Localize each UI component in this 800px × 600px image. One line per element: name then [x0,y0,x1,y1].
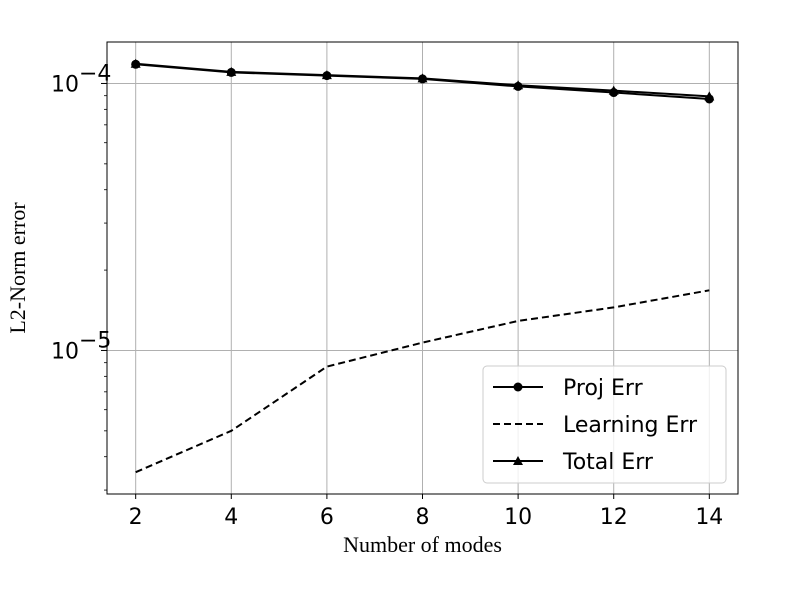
series-group [130,58,715,474]
data-point [226,66,237,76]
x-axis-label: Number of modes [343,532,502,557]
legend-marker [513,456,523,465]
y-tick-exponent: −5 [79,328,111,353]
series-total-err [130,58,715,101]
y-tick-label: 10 [51,72,79,97]
legend-label: Learning Err [563,413,698,438]
data-point [130,58,141,68]
y-tick-label: 10 [51,339,79,364]
legend-item: Total Err [493,450,654,475]
x-tick-label: 6 [320,505,334,530]
legend-label: Total Err [562,450,654,475]
data-point [513,80,524,90]
legend-item: Learning Err [493,413,698,438]
series-line [135,289,710,474]
x-tick-label: 8 [416,505,430,530]
y-tick-exponent: −4 [79,61,111,86]
legend-marker [513,382,523,392]
grid [107,42,738,494]
legend-item: Proj Err [493,376,644,401]
data-point [321,70,332,80]
x-tick-label: 4 [224,505,238,530]
series-learning-err [135,289,710,474]
x-tick-label: 2 [129,505,143,530]
y-axis-label: L2-Norm error [5,202,30,334]
data-point [417,73,428,83]
data-point [608,85,619,95]
data-point [704,91,715,101]
x-tick-label: 12 [600,505,628,530]
legend-box [482,365,727,484]
legend: Proj Err Learning Err Total Err [482,365,727,484]
x-tick-label: 14 [695,505,723,530]
x-tick-label: 10 [504,505,532,530]
legend-label: Proj Err [563,376,644,401]
